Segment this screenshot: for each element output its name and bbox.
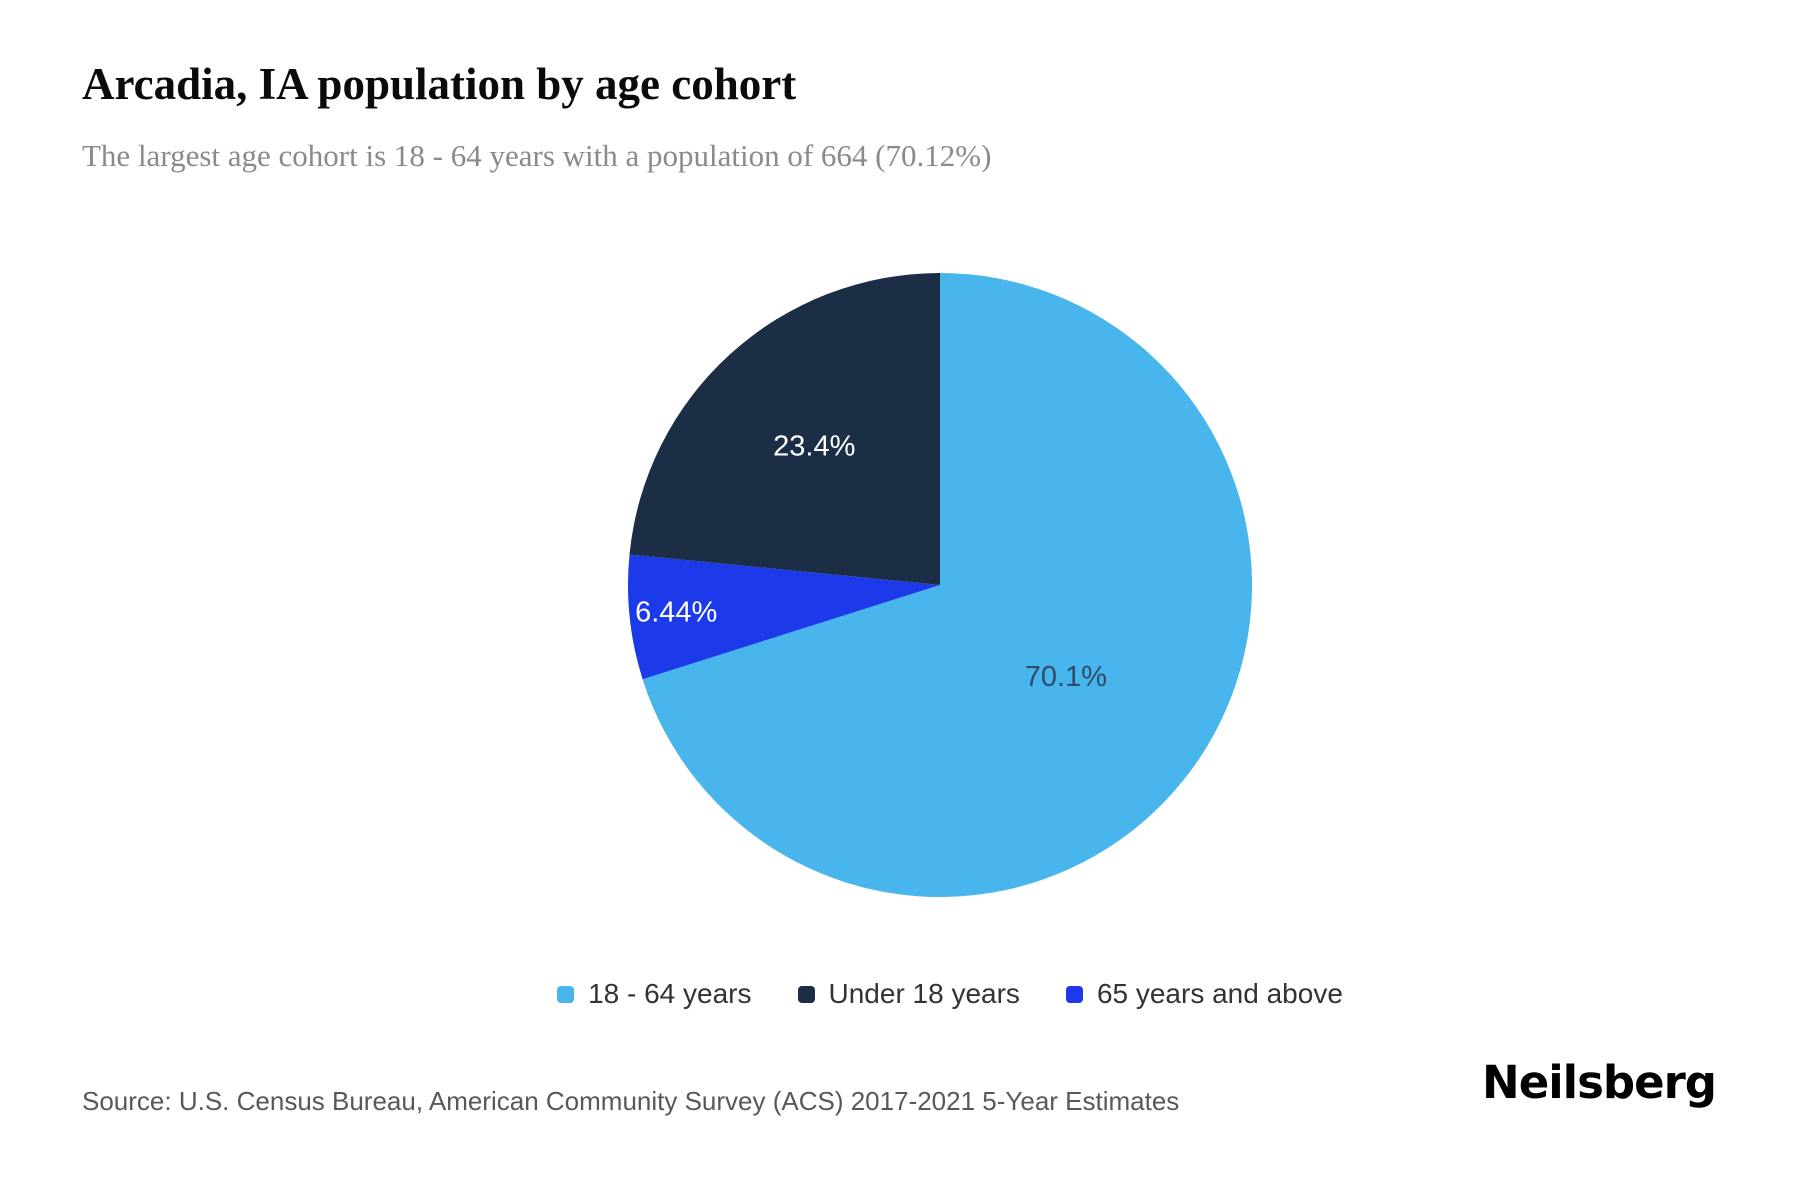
legend-swatch-65-years-and-above [1065, 985, 1083, 1003]
slice-label-18-64-years: 70.1% [1025, 661, 1107, 693]
legend-item-18-64-years[interactable]: 18 - 64 years [557, 978, 752, 1010]
slice-label-under-18-years: 23.4% [773, 430, 855, 462]
pie-slice-18-64-years[interactable] [642, 273, 1253, 897]
pie-slice-65-years-and-above[interactable] [628, 554, 940, 680]
neilsberg-logo: Neilsberg [1482, 1056, 1717, 1109]
pie-slice-under-18-years[interactable] [629, 273, 941, 585]
legend-swatch-18-64-years [557, 985, 575, 1003]
legend-item-under-18-years[interactable]: Under 18 years [797, 978, 1020, 1010]
chart-subtitle: The largest age cohort is 18 - 64 years … [82, 138, 992, 173]
source-attribution: Source: U.S. Census Bureau, American Com… [82, 1086, 1180, 1116]
legend-label-18-64-years: 18 - 64 years [588, 978, 752, 1009]
legend: 18 - 64 years Under 18 years 65 years an… [100, 978, 1800, 1010]
slice-label-65-years-and-above: 6.44% [635, 597, 717, 629]
legend-item-65-years-and-above[interactable]: 65 years and above [1065, 978, 1343, 1010]
chart-title: Arcadia, IA population by age cohort [82, 59, 797, 109]
legend-label-65-years-and-above: 65 years and above [1096, 978, 1343, 1009]
legend-swatch-under-18-years [797, 985, 815, 1003]
legend-label-under-18-years: Under 18 years [828, 978, 1020, 1009]
